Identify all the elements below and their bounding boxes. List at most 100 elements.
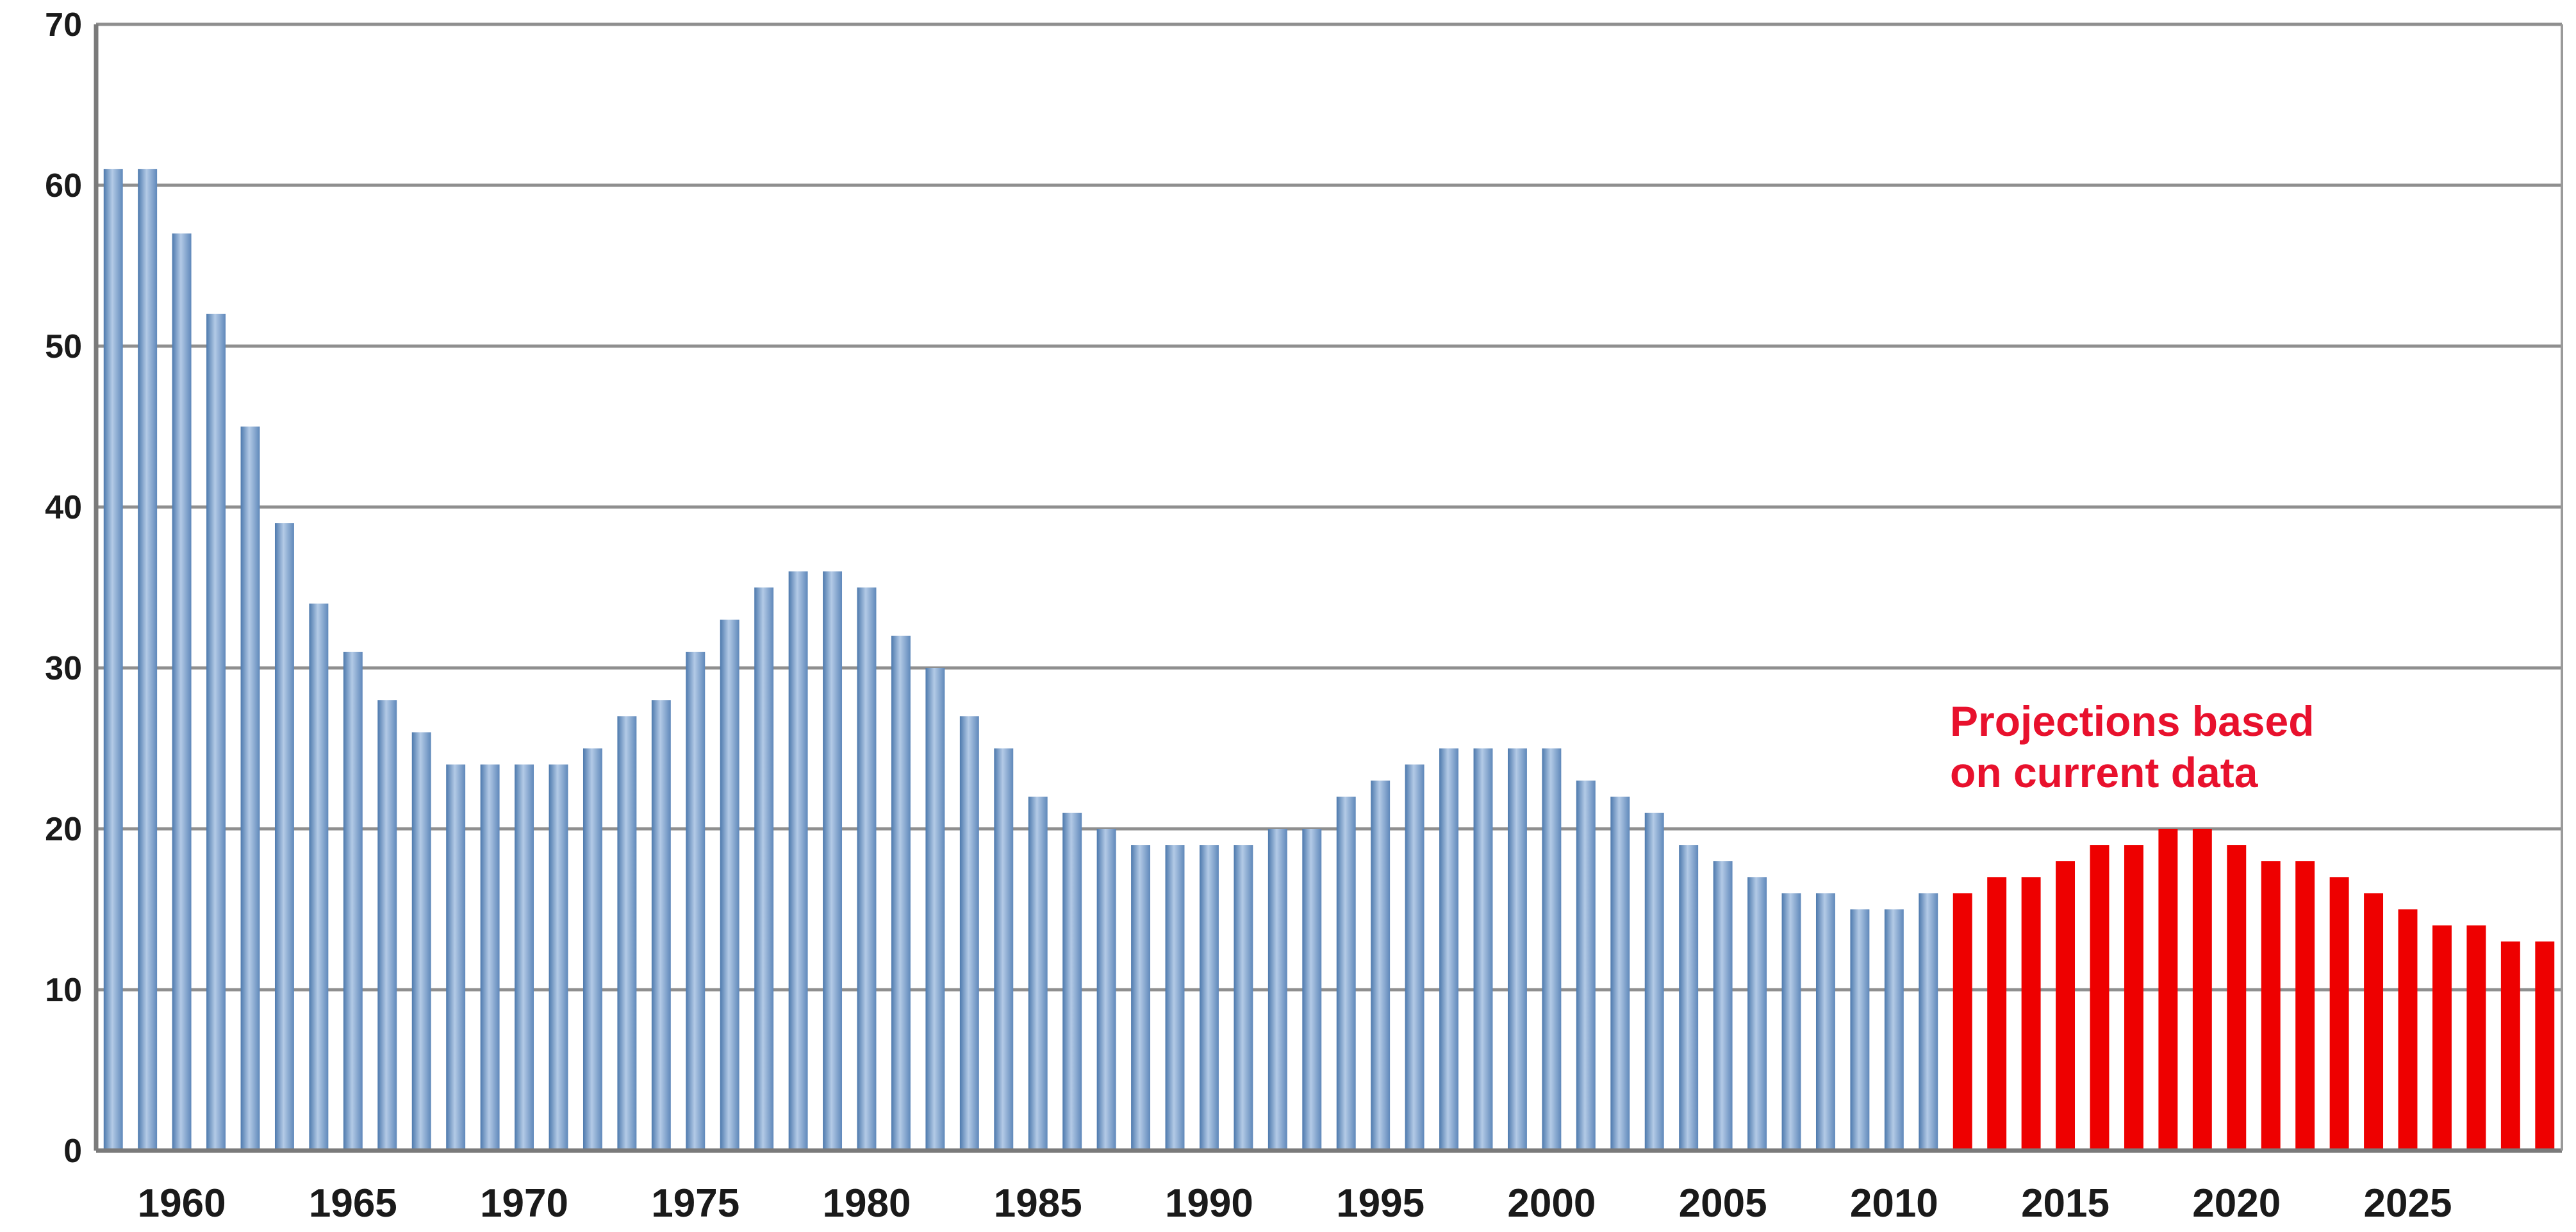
bar-actual-1958 [103,169,123,1151]
bar-actual-1966 [377,700,397,1151]
bar-actual-1987 [1096,829,1116,1151]
bar-actual-1990 [1199,845,1219,1151]
bar-actual-1998 [1473,748,1493,1151]
bar-projection-2027 [2466,925,2486,1151]
bar-actual-1983 [959,716,979,1151]
bar-projection-2012 [1953,893,1972,1151]
bar-actual-1972 [582,748,602,1151]
bar-actual-2006 [1747,877,1767,1151]
bar-actual-1988 [1131,845,1151,1151]
x-tick-label-1975: 1975 [651,1181,739,1226]
bar-actual-1995 [1371,780,1391,1151]
bar-actual-1978 [788,571,808,1151]
bar-actual-1984 [994,748,1014,1151]
bar-projection-2024 [2364,893,2384,1151]
bar-projection-2019 [2192,829,2212,1151]
bar-actual-1996 [1405,764,1424,1151]
bar-actual-1973 [617,716,637,1151]
y-axis-tick-labels: 0 10 20 30 40 50 60 70 [45,6,82,1170]
bar-actual-1970 [515,764,534,1151]
bar-projection-2029 [2535,941,2555,1151]
x-tick-label-2000: 2000 [1507,1181,1596,1226]
bar-actual-1997 [1439,748,1459,1151]
axes [94,24,2563,1153]
bar-actual-2000 [1542,748,1562,1151]
bar-actual-2011 [1919,893,1938,1151]
bar-actual-1961 [206,313,226,1151]
bar-projection-2016 [2090,845,2110,1151]
x-tick-label-1980: 1980 [823,1181,911,1226]
bar-actual-1979 [823,571,843,1151]
x-tick-label-2015: 2015 [2021,1181,2110,1226]
bar-projection-2025 [2398,909,2418,1151]
y-tick-label-10: 10 [45,972,82,1009]
bar-actual-2010 [1884,909,1904,1151]
bar-actual-1968 [446,764,466,1151]
projection-annotation-line-1: Projections based [1950,697,2315,745]
bar-actual-2005 [1713,861,1733,1151]
x-axis-tick-labels: 1960 1965 1970 1975 1980 1985 1990 1995 2000 2005… [138,1181,2452,1226]
x-tick-label-2025: 2025 [2364,1181,2452,1226]
bar-actual-1991 [1234,845,1253,1151]
bar-actual-2003 [1644,812,1664,1151]
bar-actual-2007 [1781,893,1801,1151]
y-tick-label-20: 20 [45,811,82,848]
bar-actual-1982 [925,668,945,1151]
bar-actual-1980 [857,587,877,1151]
bar-actual-1994 [1336,796,1356,1151]
bar-actual-2009 [1850,909,1870,1151]
bar-actual-2004 [1679,845,1699,1151]
bar-actual-1993 [1302,829,1322,1151]
y-tick-label-40: 40 [45,489,82,526]
bar-projection-2020 [2227,845,2247,1151]
bar-projection-2023 [2329,877,2349,1151]
x-tick-label-1990: 1990 [1165,1181,1253,1226]
bar-actual-1977 [754,587,774,1151]
bar-projection-2017 [2124,845,2143,1151]
bar-actual-1967 [411,732,431,1151]
bar-actual-1974 [651,700,671,1151]
x-tick-label-1995: 1995 [1336,1181,1424,1226]
bar-actual-1969 [480,764,500,1151]
bar-actual-1975 [686,651,706,1151]
x-tick-label-2005: 2005 [1679,1181,1767,1226]
bars [103,169,2555,1151]
bar-actual-2001 [1576,780,1596,1151]
y-tick-label-30: 30 [45,650,82,687]
bar-actual-1985 [1028,796,1048,1151]
bar-projection-2013 [1987,877,2007,1151]
bar-projection-2026 [2432,925,2452,1151]
bar-projection-2014 [2021,877,2041,1151]
x-tick-label-2020: 2020 [2192,1181,2281,1226]
bar-actual-1965 [343,651,363,1151]
bar-actual-1963 [274,523,294,1151]
bar-projection-2028 [2500,941,2520,1151]
bar-actual-1976 [720,619,739,1151]
x-tick-label-1970: 1970 [480,1181,568,1226]
bar-actual-2002 [1610,796,1630,1151]
projection-annotation-line-2: on current data [1950,749,2259,796]
bar-actual-2008 [1815,893,1835,1151]
bar-actual-1971 [549,764,568,1151]
x-tick-label-1985: 1985 [994,1181,1082,1226]
bar-actual-1986 [1062,812,1082,1151]
bar-projection-2022 [2295,861,2315,1151]
x-tick-label-2010: 2010 [1850,1181,1938,1226]
bar-projection-2021 [2261,861,2281,1151]
bar-actual-1964 [309,603,329,1151]
bar-actual-1962 [240,426,260,1151]
y-tick-label-60: 60 [45,167,82,204]
bar-actual-1999 [1507,748,1527,1151]
x-tick-label-1965: 1965 [309,1181,397,1226]
bar-actual-1981 [891,635,911,1151]
bar-actual-1959 [138,169,158,1151]
bar-projection-2015 [2056,861,2076,1151]
bar-projection-2018 [2158,829,2178,1151]
y-tick-label-70: 70 [45,6,82,44]
y-tick-label-0: 0 [63,1133,82,1170]
y-tick-label-50: 50 [45,328,82,365]
bar-actual-1960 [172,233,192,1151]
bar-actual-1989 [1165,845,1185,1151]
